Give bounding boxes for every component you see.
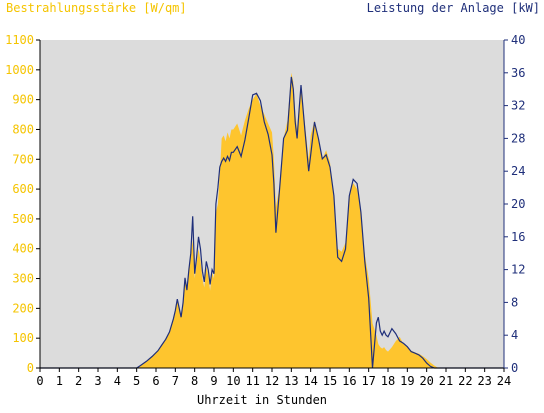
axes-layer: 0100200300400500600700800900100011000481…	[5, 33, 525, 388]
x-tick-label: 17	[361, 374, 375, 388]
x-tick-label: 11	[245, 374, 259, 388]
y-right-tick-label: 32	[511, 99, 525, 113]
x-tick-label: 14	[303, 374, 317, 388]
y-left-tick-label: 300	[12, 272, 34, 286]
y-left-tick-label: 100	[12, 331, 34, 345]
x-tick-label: 23	[477, 374, 491, 388]
y-left-tick-label: 1100	[5, 33, 34, 47]
y-left-tick-label: 600	[12, 182, 34, 196]
x-tick-label: 20	[419, 374, 433, 388]
x-tick-label: 0	[36, 374, 43, 388]
x-axis-title: Uhrzeit in Stunden	[197, 393, 327, 407]
y-right-tick-label: 4	[511, 328, 518, 342]
left-axis-title: Bestrahlungsstärke [W/qm]	[6, 1, 187, 15]
y-left-tick-label: 200	[12, 301, 34, 315]
irradiance-area	[40, 72, 504, 369]
y-left-tick-label: 500	[12, 212, 34, 226]
power-line	[40, 76, 504, 369]
x-tick-label: 15	[323, 374, 337, 388]
y-right-tick-label: 40	[511, 33, 525, 47]
x-tick-label: 8	[191, 374, 198, 388]
x-tick-label: 19	[400, 374, 414, 388]
y-right-tick-label: 16	[511, 230, 525, 244]
y-left-tick-label: 0	[27, 361, 34, 375]
x-tick-label: 21	[439, 374, 453, 388]
y-right-tick-label: 28	[511, 131, 525, 145]
y-left-tick-label: 800	[12, 122, 34, 136]
x-tick-label: 1	[56, 374, 63, 388]
x-tick-label: 4	[114, 374, 121, 388]
y-left-tick-label: 1000	[5, 63, 34, 77]
y-left-tick-label: 400	[12, 242, 34, 256]
right-axis-title: Leistung der Anlage [kW]	[367, 1, 540, 15]
x-tick-label: 16	[342, 374, 356, 388]
x-tick-label: 24	[497, 374, 511, 388]
y-left-tick-label: 900	[12, 93, 34, 107]
y-right-tick-label: 0	[511, 361, 518, 375]
x-tick-label: 7	[172, 374, 179, 388]
x-tick-label: 9	[210, 374, 217, 388]
x-tick-label: 22	[458, 374, 472, 388]
x-tick-label: 6	[152, 374, 159, 388]
x-tick-label: 12	[265, 374, 279, 388]
y-right-tick-label: 20	[511, 197, 525, 211]
x-tick-label: 3	[94, 374, 101, 388]
x-tick-label: 18	[381, 374, 395, 388]
y-right-tick-label: 8	[511, 295, 518, 309]
x-tick-label: 10	[226, 374, 240, 388]
y-right-tick-label: 12	[511, 263, 525, 277]
series-layer	[40, 72, 504, 369]
y-right-tick-label: 24	[511, 164, 525, 178]
x-tick-label: 5	[133, 374, 140, 388]
y-right-tick-label: 36	[511, 66, 525, 80]
x-tick-label: 13	[284, 374, 298, 388]
y-left-tick-label: 700	[12, 152, 34, 166]
x-tick-label: 2	[75, 374, 82, 388]
